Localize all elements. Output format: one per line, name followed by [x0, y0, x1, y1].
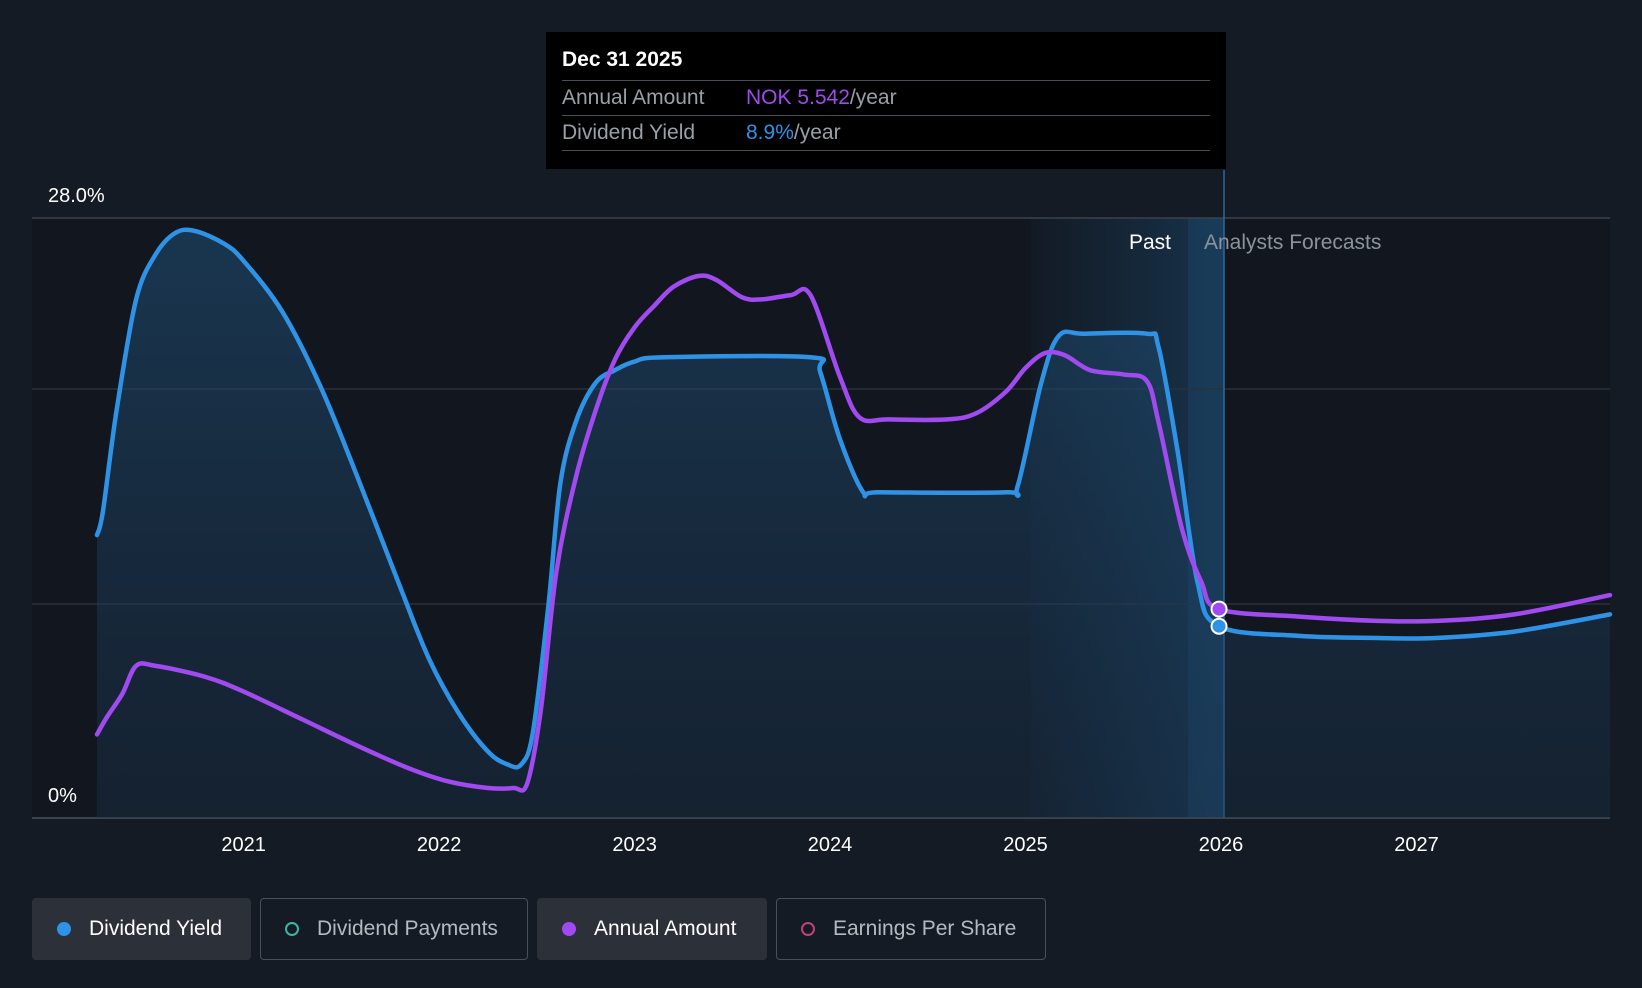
tooltip-dividend-yield-value: 8.9%: [746, 121, 794, 144]
annual-amount-dot-icon: [562, 922, 576, 936]
legend-dividend-yield[interactable]: Dividend Yield: [32, 898, 251, 960]
y-axis-bottom-label: 0%: [48, 785, 77, 807]
y-axis-top-label: 28.0%: [48, 185, 105, 207]
legend-annual-amount-label: Annual Amount: [594, 917, 737, 940]
tooltip-annual-amount-row: Annual Amount NOK 5.542 /year: [562, 81, 1210, 116]
x-tick-label-2023: 2023: [612, 834, 657, 856]
legend-dividend-payments[interactable]: Dividend Payments: [260, 898, 528, 960]
tooltip-annual-amount-label: Annual Amount: [562, 86, 705, 109]
earnings-per-share-dot-icon: [801, 922, 815, 936]
tooltip-annual-amount-value: NOK 5.542: [746, 86, 850, 109]
x-tick-label-2027: 2027: [1394, 834, 1439, 856]
dividend-yield-area: [97, 229, 1610, 819]
legend-earnings-per-share[interactable]: Earnings Per Share: [776, 898, 1046, 960]
forecast-region-label: Analysts Forecasts: [1204, 231, 1381, 254]
dividend-yield-dot-icon: [57, 922, 71, 936]
x-tick-label-2025: 2025: [1003, 834, 1048, 856]
legend-dividend-payments-label: Dividend Payments: [317, 917, 498, 940]
x-axis-ticks: 2021 2022 2023 2024 2025 2026 2027: [221, 834, 1438, 856]
annual-amount-line: [94, 273, 1613, 793]
tooltip-dividend-yield-label: Dividend Yield: [562, 121, 696, 144]
tooltip-annual-amount-unit: /year: [849, 86, 897, 109]
tooltip-dividend-yield-row: Dividend Yield 8.9% /year: [562, 116, 1210, 151]
tooltip-dividend-yield-unit: /year: [793, 121, 841, 144]
legend-annual-amount[interactable]: Annual Amount: [537, 898, 767, 960]
chart-tooltip: Dec 31 2025 Annual Amount NOK 5.542 /yea…: [546, 32, 1226, 169]
legend-dividend-yield-label: Dividend Yield: [89, 917, 223, 940]
annual-amount-marker: [1210, 600, 1228, 618]
legend-earnings-per-share-label: Earnings Per Share: [833, 917, 1017, 940]
past-region-label: Past: [1129, 231, 1171, 254]
dividend-payments-dot-icon: [285, 922, 299, 936]
chart-legend: Dividend Yield Dividend Payments Annual …: [32, 898, 1046, 960]
x-tick-label-2022: 2022: [417, 834, 462, 856]
dividend-yield-marker: [1210, 617, 1228, 635]
tooltip-date: Dec 31 2025: [562, 46, 1210, 81]
x-tick-label-2024: 2024: [808, 834, 853, 856]
x-tick-label-2021: 2021: [221, 834, 266, 856]
x-tick-label-2026: 2026: [1199, 834, 1244, 856]
